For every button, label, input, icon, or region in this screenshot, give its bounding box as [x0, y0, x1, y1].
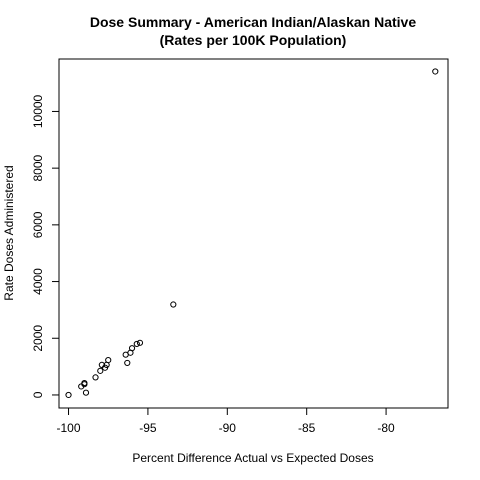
x-tick-label: -90 — [219, 421, 237, 435]
y-tick-label: 10000 — [31, 94, 45, 128]
x-tick-label: -80 — [377, 421, 395, 435]
x-tick-label: -95 — [139, 421, 157, 435]
data-point — [170, 301, 177, 308]
y-axis: 0 2000 4000 6000 8000 10000 — [31, 94, 60, 398]
data-point — [133, 340, 140, 348]
y-tick-label: 6000 — [31, 211, 45, 238]
data-points — [65, 68, 439, 399]
data-point — [136, 339, 144, 346]
data-point — [97, 367, 104, 374]
x-tick-label: -85 — [298, 421, 316, 435]
y-tick-label: 2000 — [31, 325, 45, 352]
data-point — [105, 356, 112, 364]
data-point — [128, 345, 136, 352]
y-axis-label: Rate Doses Administered — [2, 165, 16, 300]
y-tick-label: 0 — [31, 391, 45, 398]
data-point — [124, 359, 131, 367]
y-tick-label: 8000 — [31, 154, 45, 181]
x-axis-label: Percent Difference Actual vs Expected Do… — [132, 451, 373, 465]
data-point — [81, 379, 88, 387]
chart-subtitle: (Rates per 100K Population) — [160, 32, 347, 48]
data-point — [65, 391, 72, 399]
x-axis: -100 -95 -90 -85 -80 — [57, 407, 395, 435]
data-point — [92, 374, 99, 381]
chart-title: Dose Summary - American Indian/Alaskan N… — [90, 14, 416, 30]
data-point — [82, 389, 90, 396]
data-point — [432, 68, 439, 75]
y-tick-label: 4000 — [31, 268, 45, 295]
x-tick-label: -100 — [57, 421, 81, 435]
